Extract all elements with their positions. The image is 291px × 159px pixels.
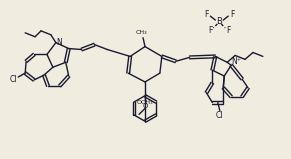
Text: CH₃: CH₃ (135, 30, 147, 35)
Text: Cl: Cl (10, 75, 17, 83)
Text: O: O (142, 103, 148, 109)
Text: OCH₃: OCH₃ (137, 100, 153, 105)
Text: Cl: Cl (216, 111, 223, 120)
Text: F: F (208, 26, 212, 35)
Text: F: F (230, 10, 234, 19)
Text: N⁺: N⁺ (231, 57, 241, 66)
Text: B: B (216, 17, 222, 26)
Text: N: N (56, 38, 62, 47)
Text: F: F (204, 10, 209, 19)
Text: F: F (226, 26, 230, 35)
